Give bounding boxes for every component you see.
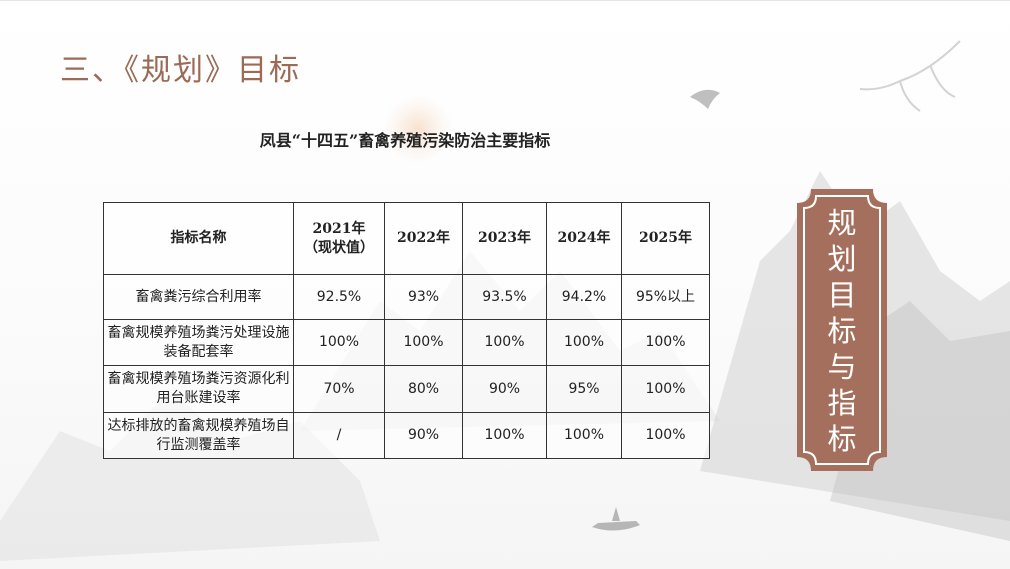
indicator-name: 畜禽粪污综合利用率: [103, 274, 294, 320]
header-2023: 2023年: [462, 202, 547, 275]
side-banner: 规 划 目 标 与 指 标: [797, 189, 887, 471]
value-2021: 100%: [293, 319, 385, 366]
header-2021: 2021年 （现状值）: [293, 202, 385, 275]
banner-char: 标: [827, 422, 857, 456]
value-2023: 100%: [462, 412, 547, 459]
table-row: 畜禽粪污综合利用率 92.5% 93% 93.5% 94.2% 95%以上: [103, 274, 710, 320]
indicator-name: 畜禽规模养殖场粪污处理设施装备配套率: [103, 319, 294, 366]
banner-char: 标: [827, 314, 857, 348]
banner-char: 规: [827, 206, 857, 240]
value-2024: 100%: [546, 412, 622, 459]
branch-top-right: [859, 40, 961, 112]
sun-glow: [384, 95, 452, 163]
value-2025: 100%: [621, 412, 710, 459]
table-row: 畜禽规模养殖场粪污处理设施装备配套率 100% 100% 100% 100% 1…: [103, 319, 710, 366]
indicator-name: 达标排放的畜禽规模养殖场自行监测覆盖率: [103, 412, 294, 459]
header-indicator-name: 指标名称: [103, 202, 294, 275]
value-2025: 100%: [621, 365, 710, 413]
table-row: 畜禽规模养殖场粪污资源化利用台账建设率 70% 80% 90% 95% 100%: [103, 365, 710, 413]
banner-char: 与: [827, 350, 857, 384]
crane-bird: [690, 89, 720, 109]
value-2021: 70%: [293, 365, 385, 413]
value-2022: 90%: [384, 412, 463, 459]
header-2021-text: 2021年 （现状值）: [304, 220, 374, 256]
table-header-row: 指标名称 2021年 （现状值） 2022年 2023年 2024年 2025年: [103, 202, 710, 275]
value-2021: /: [293, 412, 385, 459]
banner-text: 规 划 目 标 与 指 标: [797, 205, 887, 457]
value-2023: 100%: [462, 319, 547, 366]
boat: [592, 507, 640, 531]
value-2022: 93%: [384, 274, 463, 320]
banner-char: 目: [827, 278, 857, 312]
banner-char: 划: [827, 242, 857, 276]
header-2025: 2025年: [621, 202, 710, 275]
slide-title: 三、《规划》目标: [60, 53, 301, 88]
table-row: 达标排放的畜禽规模养殖场自行监测覆盖率 / 90% 100% 100% 100%: [103, 412, 710, 459]
value-2024: 95%: [546, 365, 622, 413]
value-2024: 100%: [546, 319, 622, 366]
banner-char: 指: [827, 386, 857, 420]
value-2022: 80%: [384, 365, 463, 413]
indicators-table: 指标名称 2021年 （现状值） 2022年 2023年 2024年 2025年…: [103, 202, 710, 459]
table-caption: 凤县“十四五”畜禽养殖污染防治主要指标: [259, 131, 551, 150]
indicator-name: 畜禽规模养殖场粪污资源化利用台账建设率: [103, 365, 294, 413]
value-2023: 90%: [462, 365, 547, 413]
header-2022: 2022年: [384, 202, 463, 275]
value-2023: 93.5%: [462, 274, 547, 320]
value-2021: 92.5%: [293, 274, 385, 320]
value-2022: 100%: [384, 319, 463, 366]
value-2025: 100%: [621, 319, 710, 366]
value-2025: 95%以上: [621, 274, 710, 320]
value-2024: 94.2%: [546, 274, 622, 320]
banner-shape: [797, 189, 887, 471]
header-2024: 2024年: [546, 202, 622, 275]
